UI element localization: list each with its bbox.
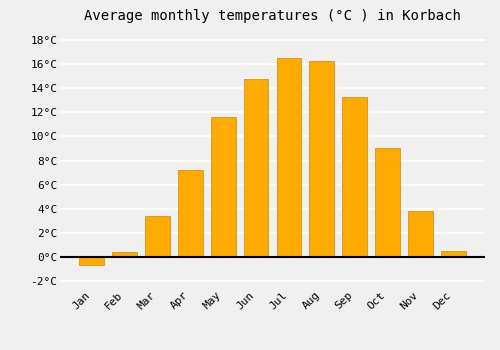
Title: Average monthly temperatures (°C ) in Korbach: Average monthly temperatures (°C ) in Ko…: [84, 9, 461, 23]
Bar: [244, 79, 268, 257]
Bar: [211, 117, 236, 257]
Bar: [408, 211, 433, 257]
Bar: [178, 170, 203, 257]
Bar: [441, 251, 466, 257]
Bar: [145, 216, 170, 257]
Bar: [310, 61, 334, 257]
Bar: [276, 58, 301, 257]
Bar: [112, 252, 137, 257]
Bar: [80, 257, 104, 265]
Bar: [342, 97, 367, 257]
Bar: [376, 148, 400, 257]
